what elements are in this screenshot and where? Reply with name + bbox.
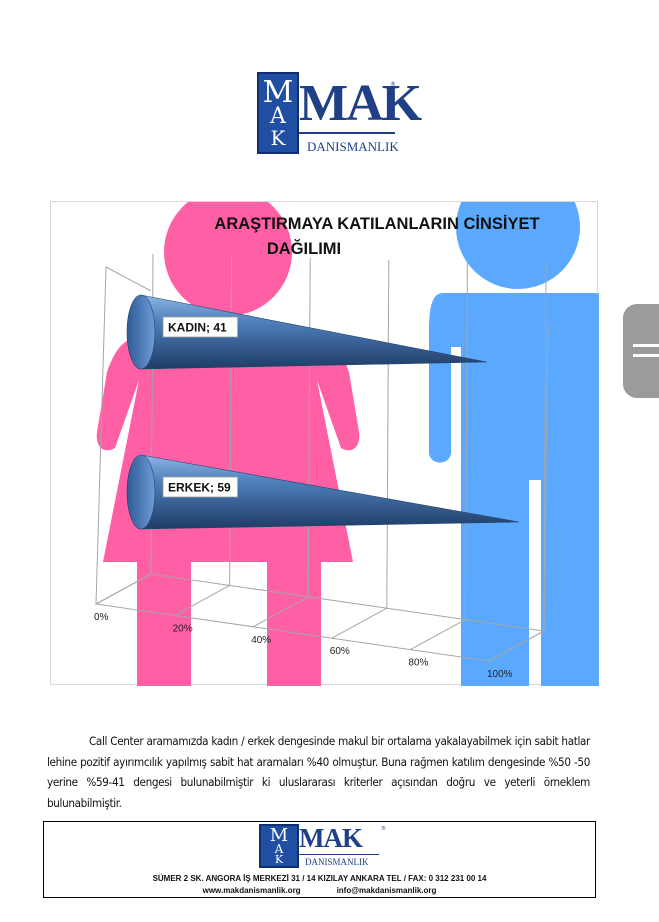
footer-logo-emblem: M A K [259, 824, 299, 868]
chart-wall-gridline [307, 257, 311, 597]
footer-logo-emblem-letter-a: A [274, 842, 284, 856]
data-label-box [162, 316, 238, 338]
chart-floor-gridline [95, 573, 152, 605]
logo-underline [299, 132, 395, 134]
chart-wall-gridline [543, 263, 547, 632]
logo-subtitle: DANISMANLIK [307, 139, 399, 154]
logo-emblem-letter-k: K [270, 126, 286, 150]
male-figure-head [456, 202, 580, 289]
chart-floor-gridline [174, 584, 230, 616]
chart-bars: KADIN; 41 ERKEK; 59 [126, 294, 520, 530]
x-tick-label: 0% [94, 612, 109, 623]
x-tick-label: 40% [251, 635, 271, 646]
footer-logo-emblem-letter-m: M [269, 825, 289, 846]
chart-wall-gridline [386, 259, 390, 609]
chart-floor-gridline [331, 607, 388, 639]
chart-frame: KADIN; 41 ERKEK; 59 0% 20% 40% 60% 80% 100% AR… [50, 201, 599, 686]
logo-emblem-letter-a: A [270, 104, 286, 129]
data-label-box [162, 476, 238, 498]
data-label-kadin: KADIN; 41 [168, 321, 227, 335]
male-figure-icon [429, 202, 599, 686]
chart-wall-gridline [229, 255, 233, 586]
logo-wordmark: MAK [299, 75, 422, 132]
cone-base-kadin [126, 294, 156, 370]
footer-contacts: www.makdanismanlik.org info@makdanismanli… [44, 886, 595, 895]
chart-wall-gridline [464, 261, 468, 620]
male-figure-body [429, 293, 599, 686]
footer-logo: M A K MAK ® DANISMANLIK [259, 823, 386, 870]
chart-title-line-1: ARAŞTIRMAYA KATILANLARIN CİNSİYET [214, 215, 539, 233]
chart-floor-gridline [488, 630, 545, 662]
chart-left-wall [95, 266, 152, 605]
analysis-paragraph: Call Center aramamızda kadın / erkek den… [47, 734, 590, 810]
header-logo: M A K MAK ® DANISMANLIK [257, 72, 422, 158]
chart-floor-gridline [252, 596, 309, 628]
x-axis-ticks: 0% 20% 40% 60% 80% 100% [94, 612, 513, 680]
x-tick-label: 80% [408, 658, 428, 669]
footer-logo-emblem-letter-k: K [274, 853, 284, 866]
female-figure-icon [96, 202, 360, 686]
logo-emblem: M A K [257, 72, 299, 154]
side-menu-tab[interactable] [623, 304, 659, 398]
x-tick-label: 20% [173, 623, 193, 634]
logo-registered-mark: ® [390, 81, 396, 88]
logo-emblem-letter-m: M [262, 75, 294, 110]
footer-logo-subtitle: DANISMANLIK [305, 857, 369, 867]
footer-logo-wordmark: MAK [299, 823, 363, 853]
footer-logo-underline [299, 854, 379, 855]
x-tick-label: 60% [330, 646, 350, 657]
cone-base-erkek [126, 454, 156, 530]
gender-distribution-chart: KADIN; 41 ERKEK; 59 0% 20% 40% 60% 80% 100% AR… [94, 202, 599, 686]
data-label-erkek: ERKEK; 59 [168, 481, 231, 495]
female-figure-head [164, 202, 292, 316]
footer-website-link[interactable]: www.makdanismanlik.org [202, 886, 301, 895]
menu-icon-line-bottom [633, 354, 659, 357]
chart-title-line-2: DAĞILIMI [267, 239, 341, 258]
x-tick-label: 100% [487, 669, 513, 680]
footer-address: SÜMER 2 SK. ANGORA İŞ MERKEZİ 31 / 14 KI… [152, 874, 487, 883]
footer-email-link[interactable]: info@makdanismanlik.org [336, 886, 437, 895]
footer-logo-registered-mark: ® [381, 826, 386, 832]
chart-floor-gridline [410, 619, 466, 651]
footer-box: M A K MAK ® DANISMANLIK SÜMER 2 SK. ANGO… [43, 821, 596, 898]
menu-icon-line-top [633, 344, 659, 347]
